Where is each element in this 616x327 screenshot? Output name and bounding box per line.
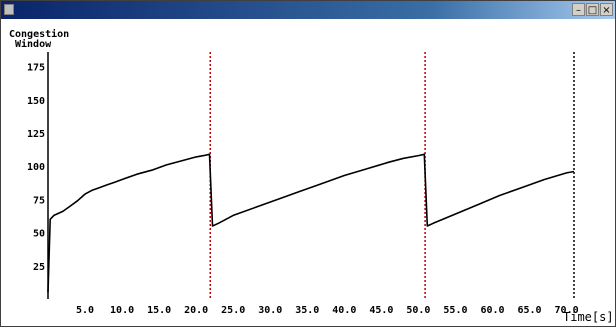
maximize-button[interactable]: □ [586, 3, 599, 16]
y-axis-label-line1: Congestion [9, 28, 69, 40]
x-tick-label: 5.0 [76, 305, 94, 316]
x-tick-labels: 5.0 10.0 15.0 20.0 25.0 30.0 35.0 40.0 45.0 50.0 5… [76, 305, 579, 316]
y-tick-label: 75 [33, 195, 45, 206]
y-tick-label: 150 [27, 96, 45, 107]
x-tick-label: 50.0 [406, 305, 430, 316]
close-button[interactable]: × [600, 3, 613, 16]
x-tick-label: 20.0 [184, 305, 208, 316]
x-tick-label: 60.0 [480, 305, 504, 316]
minimize-button[interactable]: – [572, 3, 585, 16]
title-bar[interactable]: – □ × [1, 1, 615, 19]
x-tick-label: 35.0 [295, 305, 319, 316]
y-tick-label: 175 [27, 63, 45, 74]
y-tick-label: 50 [33, 229, 45, 240]
y-tick-label: 125 [27, 129, 45, 140]
system-menu-icon[interactable] [4, 4, 14, 15]
congestion-window-line [47, 153, 575, 293]
x-tick-label: 40.0 [332, 305, 356, 316]
x-tick-label: 10.0 [110, 305, 134, 316]
y-axis-label-line2: Window [15, 38, 52, 50]
x-tick-label: 30.0 [258, 305, 282, 316]
x-tick-label: 55.0 [443, 305, 467, 316]
y-tick-labels: 25 50 75 100 125 150 175 [27, 63, 45, 273]
x-tick-label: 70.0 [555, 305, 579, 316]
x-axis-label: Time[s] [563, 310, 614, 324]
x-tick-label: 65.0 [518, 305, 542, 316]
congestion-window-chart: Congestion Window 25 50 75 100 125 150 175 5.0… [9, 28, 614, 324]
y-tick-label: 100 [27, 162, 45, 173]
event-markers [209, 52, 575, 299]
x-tick-label: 15.0 [147, 305, 171, 316]
x-tick-label: 25.0 [221, 305, 245, 316]
y-tick-label: 25 [33, 262, 45, 273]
x-tick-label: 45.0 [369, 305, 393, 316]
